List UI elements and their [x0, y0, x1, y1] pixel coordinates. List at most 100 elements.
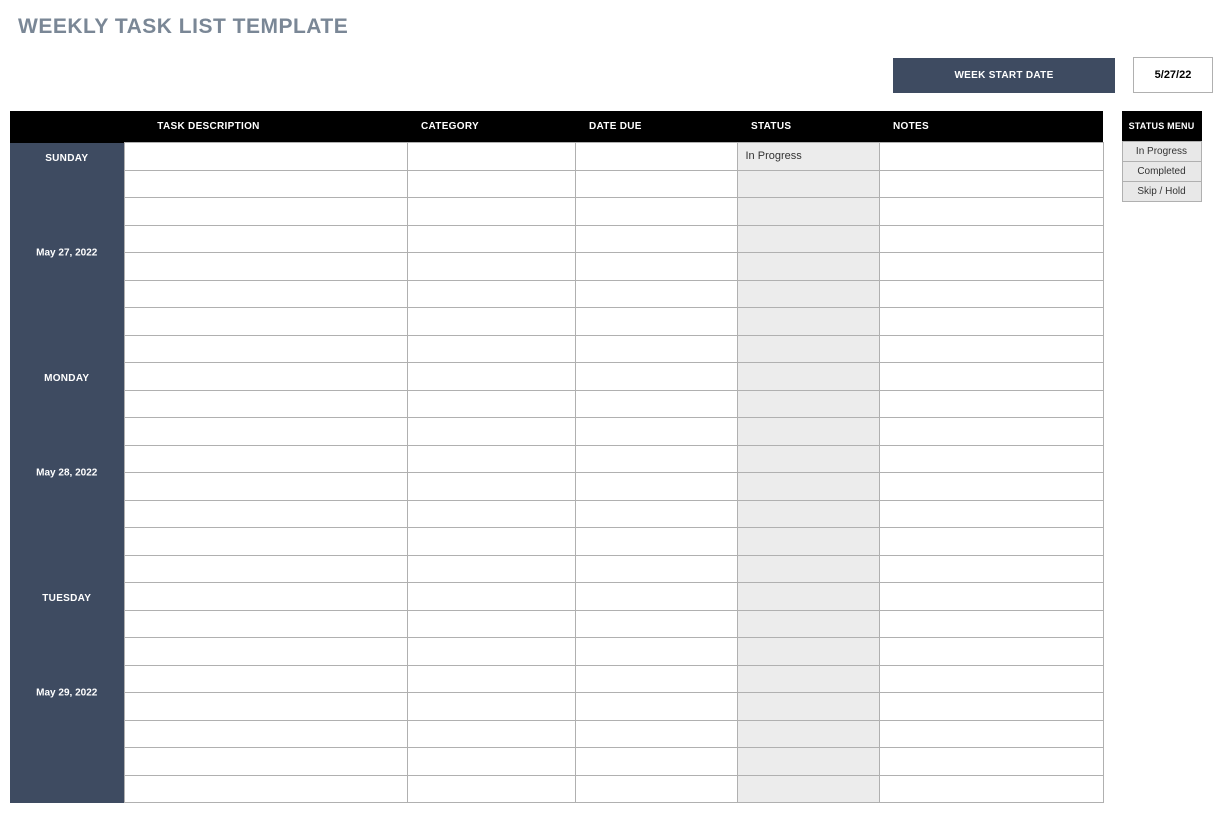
cell-task-description[interactable] [124, 280, 407, 308]
cell-category[interactable] [407, 473, 575, 501]
cell-status[interactable] [737, 363, 879, 391]
cell-status[interactable] [737, 280, 879, 308]
cell-task-description[interactable] [124, 308, 407, 336]
cell-category[interactable] [407, 253, 575, 281]
cell-date-due[interactable] [575, 473, 737, 501]
cell-category[interactable] [407, 638, 575, 666]
cell-notes[interactable] [879, 253, 1103, 281]
cell-task-description[interactable] [124, 170, 407, 198]
cell-date-due[interactable] [575, 583, 737, 611]
cell-status[interactable] [737, 418, 879, 446]
cell-date-due[interactable] [575, 445, 737, 473]
status-menu-item[interactable]: Skip / Hold [1122, 182, 1202, 202]
cell-status[interactable] [737, 583, 879, 611]
cell-date-due[interactable] [575, 390, 737, 418]
cell-date-due[interactable] [575, 720, 737, 748]
cell-status[interactable] [737, 253, 879, 281]
cell-notes[interactable] [879, 198, 1103, 226]
cell-category[interactable] [407, 528, 575, 556]
cell-category[interactable] [407, 335, 575, 363]
cell-category[interactable] [407, 610, 575, 638]
cell-notes[interactable] [879, 390, 1103, 418]
cell-category[interactable] [407, 583, 575, 611]
cell-notes[interactable] [879, 748, 1103, 776]
cell-date-due[interactable] [575, 555, 737, 583]
cell-status[interactable] [737, 528, 879, 556]
cell-category[interactable] [407, 280, 575, 308]
cell-status[interactable] [737, 610, 879, 638]
cell-notes[interactable] [879, 225, 1103, 253]
cell-task-description[interactable] [124, 418, 407, 446]
cell-date-due[interactable] [575, 143, 737, 171]
cell-task-description[interactable] [124, 335, 407, 363]
cell-task-description[interactable] [124, 390, 407, 418]
cell-date-due[interactable] [575, 500, 737, 528]
cell-task-description[interactable] [124, 748, 407, 776]
cell-status[interactable] [737, 390, 879, 418]
cell-notes[interactable] [879, 473, 1103, 501]
cell-date-due[interactable] [575, 665, 737, 693]
cell-task-description[interactable] [124, 583, 407, 611]
cell-status[interactable] [737, 775, 879, 803]
cell-notes[interactable] [879, 583, 1103, 611]
cell-task-description[interactable] [124, 473, 407, 501]
cell-category[interactable] [407, 308, 575, 336]
cell-notes[interactable] [879, 280, 1103, 308]
week-start-date-input[interactable]: 5/27/22 [1133, 57, 1213, 93]
cell-notes[interactable] [879, 555, 1103, 583]
cell-date-due[interactable] [575, 253, 737, 281]
cell-category[interactable] [407, 555, 575, 583]
cell-notes[interactable] [879, 308, 1103, 336]
cell-category[interactable] [407, 693, 575, 721]
cell-date-due[interactable] [575, 363, 737, 391]
cell-status[interactable] [737, 693, 879, 721]
cell-date-due[interactable] [575, 528, 737, 556]
cell-status[interactable] [737, 555, 879, 583]
cell-task-description[interactable] [124, 693, 407, 721]
cell-status[interactable]: In Progress [737, 143, 879, 171]
cell-category[interactable] [407, 418, 575, 446]
cell-date-due[interactable] [575, 748, 737, 776]
cell-category[interactable] [407, 143, 575, 171]
cell-notes[interactable] [879, 638, 1103, 666]
cell-date-due[interactable] [575, 225, 737, 253]
cell-task-description[interactable] [124, 528, 407, 556]
cell-category[interactable] [407, 198, 575, 226]
cell-notes[interactable] [879, 528, 1103, 556]
cell-task-description[interactable] [124, 555, 407, 583]
cell-status[interactable] [737, 225, 879, 253]
cell-status[interactable] [737, 473, 879, 501]
cell-date-due[interactable] [575, 638, 737, 666]
cell-task-description[interactable] [124, 720, 407, 748]
status-menu-item[interactable]: Completed [1122, 162, 1202, 182]
cell-date-due[interactable] [575, 170, 737, 198]
cell-status[interactable] [737, 638, 879, 666]
cell-task-description[interactable] [124, 638, 407, 666]
cell-status[interactable] [737, 665, 879, 693]
cell-category[interactable] [407, 720, 575, 748]
cell-task-description[interactable] [124, 665, 407, 693]
cell-status[interactable] [737, 500, 879, 528]
cell-notes[interactable] [879, 775, 1103, 803]
cell-notes[interactable] [879, 170, 1103, 198]
cell-task-description[interactable] [124, 500, 407, 528]
cell-status[interactable] [737, 170, 879, 198]
cell-category[interactable] [407, 170, 575, 198]
cell-notes[interactable] [879, 143, 1103, 171]
cell-status[interactable] [737, 308, 879, 336]
cell-date-due[interactable] [575, 418, 737, 446]
cell-notes[interactable] [879, 665, 1103, 693]
cell-notes[interactable] [879, 693, 1103, 721]
cell-notes[interactable] [879, 363, 1103, 391]
cell-task-description[interactable] [124, 363, 407, 391]
cell-notes[interactable] [879, 418, 1103, 446]
cell-date-due[interactable] [575, 335, 737, 363]
cell-notes[interactable] [879, 500, 1103, 528]
cell-notes[interactable] [879, 445, 1103, 473]
cell-category[interactable] [407, 445, 575, 473]
cell-category[interactable] [407, 363, 575, 391]
cell-category[interactable] [407, 665, 575, 693]
cell-date-due[interactable] [575, 693, 737, 721]
cell-date-due[interactable] [575, 198, 737, 226]
cell-date-due[interactable] [575, 610, 737, 638]
